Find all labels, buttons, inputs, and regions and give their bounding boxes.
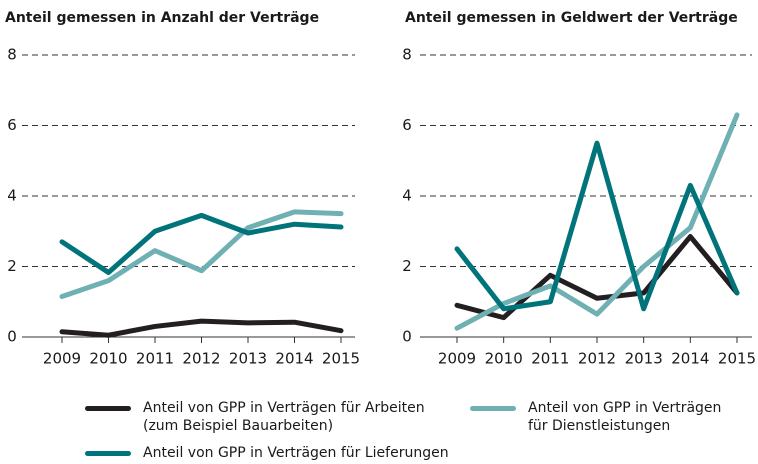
x-tick-label: 2015 [718, 350, 756, 368]
series-line [454, 112, 740, 331]
legend-label: Anteil von GPP in Verträgen für Lieferun… [143, 445, 449, 461]
series-line [454, 234, 740, 321]
x-tick-label: 2015 [322, 350, 360, 368]
x-tick-label: 2012 [182, 350, 220, 368]
x-tick-label: 2009 [43, 350, 81, 368]
chart-title: Anteil gemessen in Anzahl der Verträge [5, 10, 319, 26]
y-tick-label: 4 [402, 187, 412, 205]
y-tick-label: 4 [7, 187, 17, 205]
x-tick-label: 2011 [531, 350, 569, 368]
x-tick-label: 2010 [89, 350, 127, 368]
x-tick-label: 2014 [671, 350, 709, 368]
x-tick-label: 2011 [136, 350, 174, 368]
legend-label: Anteil von GPP in Verträgen für Dienstle… [528, 400, 722, 434]
x-tick-label: 2009 [438, 350, 476, 368]
legend-item: Anteil von GPP in Verträgen für Lieferun… [85, 444, 449, 462]
series-line [59, 212, 344, 275]
x-tick-label: 2012 [578, 350, 616, 368]
y-tick-label: 8 [402, 46, 412, 64]
series-line [59, 318, 344, 338]
y-tick-label: 2 [402, 257, 412, 275]
legend-swatch [85, 451, 131, 456]
x-tick-label: 2013 [229, 350, 267, 368]
y-tick-label: 0 [7, 328, 17, 346]
legend-swatch [85, 406, 131, 411]
chart-title: Anteil gemessen in Geldwert der Verträge [405, 10, 738, 26]
y-tick-label: 0 [402, 328, 412, 346]
y-tick-label: 8 [7, 46, 17, 64]
legend-item: Anteil von GPP in Verträgen für Dienstle… [470, 399, 721, 435]
y-tick-label: 2 [7, 257, 17, 275]
x-tick-label: 2014 [275, 350, 313, 368]
series-line [454, 140, 740, 312]
x-tick-label: 2010 [485, 350, 523, 368]
legend-swatch [470, 406, 516, 411]
x-tick-label: 2013 [625, 350, 663, 368]
charts: Anteil gemessen in Anzahl der Verträge A… [5, 10, 756, 368]
y-tick-label: 6 [7, 116, 17, 134]
legend-item: Anteil von GPP in Verträgen für Arbeiten… [85, 399, 425, 435]
series-line [59, 209, 344, 299]
y-tick-label: 6 [402, 116, 412, 134]
legend-label: Anteil von GPP in Verträgen für Arbeiten… [143, 400, 425, 434]
